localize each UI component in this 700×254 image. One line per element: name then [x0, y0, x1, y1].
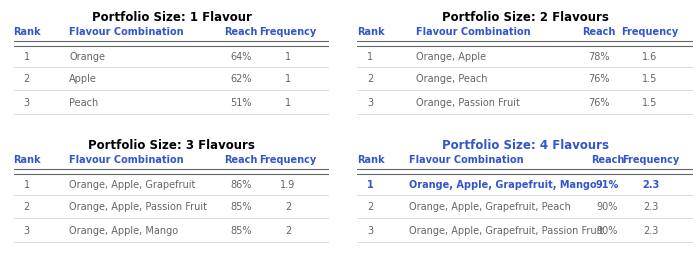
- Text: 2: 2: [368, 201, 374, 211]
- Text: Orange, Peach: Orange, Peach: [416, 74, 487, 84]
- Text: Frequency: Frequency: [260, 154, 316, 164]
- Text: 2.3: 2.3: [643, 225, 659, 235]
- Text: 1: 1: [285, 52, 291, 62]
- Text: 1.5: 1.5: [642, 74, 657, 84]
- Text: Rank: Rank: [356, 154, 384, 164]
- Text: Frequency: Frequency: [621, 27, 678, 37]
- Text: Portfolio Size: 2 Flavours: Portfolio Size: 2 Flavours: [442, 11, 608, 24]
- Text: 90%: 90%: [596, 201, 618, 211]
- Text: Rank: Rank: [13, 27, 41, 37]
- Text: 1: 1: [24, 52, 29, 62]
- Text: Portfolio Size: 4 Flavours: Portfolio Size: 4 Flavours: [442, 138, 608, 151]
- Text: Orange, Apple, Mango: Orange, Apple, Mango: [69, 225, 178, 235]
- Text: 2: 2: [24, 201, 29, 211]
- Text: Orange, Apple, Grapefruit, Passion Fruit: Orange, Apple, Grapefruit, Passion Fruit: [409, 225, 603, 235]
- Text: 2: 2: [285, 225, 291, 235]
- Text: 3: 3: [368, 98, 374, 108]
- Text: Portfolio Size: 3 Flavours: Portfolio Size: 3 Flavours: [88, 138, 255, 151]
- Text: 1: 1: [24, 179, 29, 189]
- Text: Frequency: Frequency: [260, 27, 316, 37]
- Text: 85%: 85%: [230, 201, 251, 211]
- Text: 1.6: 1.6: [642, 52, 657, 62]
- Text: 90%: 90%: [596, 225, 618, 235]
- Text: 64%: 64%: [230, 52, 251, 62]
- Text: 76%: 76%: [588, 74, 610, 84]
- Text: Flavour Combination: Flavour Combination: [69, 154, 183, 164]
- Text: Orange, Apple, Grapefruit, Peach: Orange, Apple, Grapefruit, Peach: [409, 201, 571, 211]
- Text: Reach: Reach: [591, 154, 624, 164]
- Text: Reach: Reach: [224, 154, 258, 164]
- Text: Reach: Reach: [224, 27, 258, 37]
- Text: 1: 1: [367, 179, 374, 189]
- Text: 3: 3: [24, 98, 29, 108]
- Text: 1.5: 1.5: [642, 98, 657, 108]
- Text: Apple: Apple: [69, 74, 97, 84]
- Text: 1: 1: [285, 74, 291, 84]
- Text: 3: 3: [24, 225, 29, 235]
- Text: Reach: Reach: [582, 27, 615, 37]
- Text: 76%: 76%: [588, 98, 610, 108]
- Text: 2: 2: [24, 74, 29, 84]
- Text: 1.9: 1.9: [281, 179, 295, 189]
- Text: Flavour Combination: Flavour Combination: [409, 154, 524, 164]
- Text: Frequency: Frequency: [622, 154, 680, 164]
- Text: Flavour Combination: Flavour Combination: [69, 27, 183, 37]
- Text: Peach: Peach: [69, 98, 99, 108]
- Text: 51%: 51%: [230, 98, 251, 108]
- Text: 1: 1: [368, 52, 374, 62]
- Text: Rank: Rank: [13, 154, 41, 164]
- Text: Flavour Combination: Flavour Combination: [416, 27, 531, 37]
- Text: 2.3: 2.3: [643, 179, 659, 189]
- Text: Orange, Apple: Orange, Apple: [416, 52, 486, 62]
- Text: 2.3: 2.3: [643, 201, 659, 211]
- Text: 3: 3: [368, 225, 374, 235]
- Text: Orange, Apple, Grapefruit: Orange, Apple, Grapefruit: [69, 179, 195, 189]
- Text: Orange, Apple, Grapefruit, Mango: Orange, Apple, Grapefruit, Mango: [409, 179, 596, 189]
- Text: Portfolio Size: 1 Flavour: Portfolio Size: 1 Flavour: [92, 11, 251, 24]
- Text: 2: 2: [368, 74, 374, 84]
- Text: Orange: Orange: [69, 52, 105, 62]
- Text: 86%: 86%: [230, 179, 251, 189]
- Text: Orange, Apple, Passion Fruit: Orange, Apple, Passion Fruit: [69, 201, 207, 211]
- Text: 62%: 62%: [230, 74, 251, 84]
- Text: 78%: 78%: [588, 52, 610, 62]
- Text: 91%: 91%: [596, 179, 619, 189]
- Text: Orange, Passion Fruit: Orange, Passion Fruit: [416, 98, 519, 108]
- Text: 85%: 85%: [230, 225, 251, 235]
- Text: Rank: Rank: [356, 27, 384, 37]
- Text: 1: 1: [285, 98, 291, 108]
- Text: 2: 2: [285, 201, 291, 211]
